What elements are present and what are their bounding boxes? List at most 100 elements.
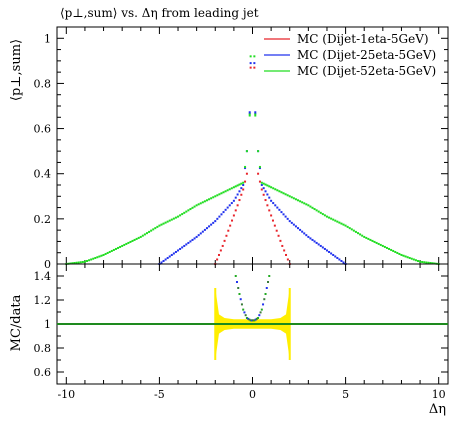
data-point: [240, 182, 243, 185]
data-point: [359, 233, 362, 236]
data-point: [189, 208, 192, 211]
data-point: [264, 190, 267, 193]
legend-entry: MC (Dijet-52eta-5GeV): [297, 64, 436, 78]
data-point: [185, 243, 188, 246]
data-point: [390, 248, 393, 251]
data-point: [286, 258, 289, 261]
data-point: [123, 243, 126, 246]
ratio-point: [258, 314, 261, 317]
data-point: [238, 183, 241, 186]
data-point: [131, 239, 134, 242]
data-point: [199, 232, 202, 235]
data-point: [205, 199, 208, 202]
data-point: [271, 219, 274, 222]
data-point: [166, 220, 169, 223]
ratio-point: [234, 275, 237, 277]
data-point: [228, 188, 231, 191]
data-point: [73, 261, 76, 264]
data-point: [421, 260, 424, 263]
data-point: [313, 240, 316, 243]
data-point: [375, 241, 378, 244]
data-point: [381, 244, 384, 247]
data-point: [268, 196, 271, 199]
data-point: [117, 246, 120, 249]
data-point: [278, 190, 281, 193]
data-point: [81, 260, 84, 263]
ratio-point: [264, 293, 267, 295]
main-y-tick-label: 0.2: [34, 213, 52, 226]
data-point: [230, 202, 233, 205]
data-point: [292, 197, 295, 200]
data-point: [290, 221, 293, 224]
data-point: [234, 196, 237, 199]
data-point: [334, 219, 337, 222]
data-point: [288, 220, 291, 223]
data-point: [352, 229, 355, 232]
data-point: [201, 201, 204, 204]
data-point: [191, 206, 194, 209]
data-point: [294, 225, 297, 228]
data-point: [272, 202, 275, 205]
data-point: [168, 219, 171, 222]
data-point: [342, 223, 345, 226]
data-point: [361, 234, 364, 237]
data-point: [160, 261, 163, 264]
data-point: [234, 185, 237, 188]
data-point: [254, 113, 257, 117]
data-point: [242, 188, 245, 191]
data-point: [244, 167, 247, 170]
data-point: [330, 217, 333, 220]
data-point: [232, 199, 235, 202]
data-point: [220, 192, 223, 195]
data-point: [274, 204, 277, 207]
data-point: [396, 251, 399, 254]
data-point: [195, 204, 198, 207]
data-point: [197, 234, 200, 237]
data-point: [148, 230, 151, 233]
data-point: [197, 203, 200, 206]
data-point: [309, 237, 312, 240]
data-point: [253, 55, 256, 58]
data-point: [104, 252, 107, 255]
data-point: [127, 241, 130, 244]
main-y-tick-label: 0.6: [34, 123, 52, 136]
data-point: [282, 192, 285, 195]
data-point: [321, 213, 324, 216]
data-point: [179, 247, 182, 250]
data-point: [323, 214, 326, 217]
data-point: [330, 252, 333, 255]
data-point: [315, 209, 318, 212]
data-point: [338, 221, 341, 224]
data-point: [342, 261, 345, 264]
ratio-panel: 0.6 0.8 1 1.2 1.4 -10 -5 0 5 10 MC/data Δη: [9, 263, 449, 417]
main-plot-area: [65, 55, 440, 265]
data-point: [226, 206, 229, 209]
data-point: [164, 258, 167, 261]
x-tick-label: 10: [432, 388, 446, 401]
data-point: [299, 228, 302, 231]
data-point: [365, 236, 368, 239]
data-point: [328, 250, 331, 253]
data-point: [268, 209, 271, 212]
data-point: [260, 184, 263, 186]
data-point: [325, 249, 328, 252]
data-point: [219, 249, 222, 252]
data-point: [344, 224, 347, 227]
data-point: [270, 214, 273, 217]
data-point: [203, 200, 206, 203]
data-point: [266, 204, 269, 207]
data-point: [363, 235, 366, 238]
data-point: [340, 259, 343, 262]
data-point: [92, 257, 95, 260]
data-point: [301, 201, 304, 204]
ratio-point: [254, 318, 257, 321]
data-point: [145, 232, 148, 235]
ratio-point: [257, 317, 260, 319]
data-point: [83, 260, 86, 263]
data-point: [217, 253, 220, 256]
data-point: [288, 195, 291, 198]
data-point: [183, 211, 186, 214]
data-point: [193, 237, 196, 240]
data-point: [75, 261, 78, 264]
main-x-axis: [65, 27, 440, 264]
